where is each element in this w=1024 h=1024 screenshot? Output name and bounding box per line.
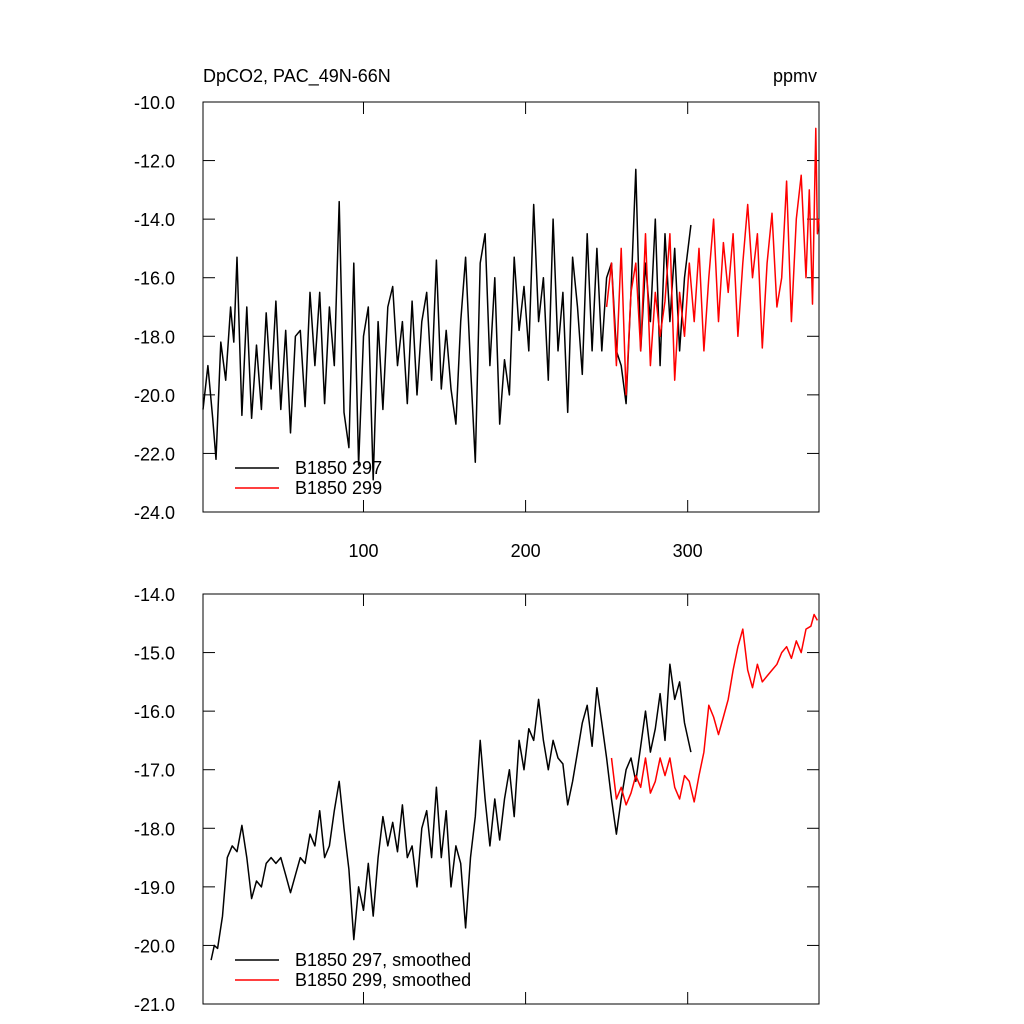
- y-tick-label: -20.0: [134, 386, 175, 406]
- data-line: [610, 613, 819, 806]
- y-tick-label: -16.0: [134, 702, 175, 722]
- legend-label: B1850 297: [295, 458, 382, 478]
- y-tick-label: -22.0: [134, 444, 175, 464]
- data-line: [202, 168, 692, 481]
- y-tick-label: -18.0: [134, 327, 175, 347]
- y-tick-label: -20.0: [134, 936, 175, 956]
- x-tick-label: 100: [348, 541, 378, 561]
- legend-label: B1850 299, smoothed: [295, 970, 471, 990]
- x-tick-label: 300: [673, 541, 703, 561]
- plot-frame: [202, 101, 820, 513]
- y-tick-label: -15.0: [134, 644, 175, 664]
- data-line: [210, 663, 692, 961]
- y-tick-label: -10.0: [134, 93, 175, 113]
- y-tick-label: -12.0: [134, 152, 175, 172]
- y-tick-label: -21.0: [134, 995, 175, 1015]
- plot-frame: [202, 593, 820, 1005]
- unit-label: ppmv: [773, 66, 817, 86]
- y-tick-label: -18.0: [134, 819, 175, 839]
- x-tick-label: 200: [511, 541, 541, 561]
- legend-label: B1850 299: [295, 478, 382, 498]
- y-tick-label: -14.0: [134, 210, 175, 230]
- y-tick-label: -24.0: [134, 503, 175, 523]
- chart-title: DpCO2, PAC_49N-66N: [203, 66, 391, 87]
- y-tick-label: -16.0: [134, 269, 175, 289]
- legend-label: B1850 297, smoothed: [295, 950, 471, 970]
- y-tick-label: -19.0: [134, 878, 175, 898]
- y-tick-label: -17.0: [134, 761, 175, 781]
- y-tick-label: -14.0: [134, 585, 175, 605]
- data-line: [605, 127, 820, 396]
